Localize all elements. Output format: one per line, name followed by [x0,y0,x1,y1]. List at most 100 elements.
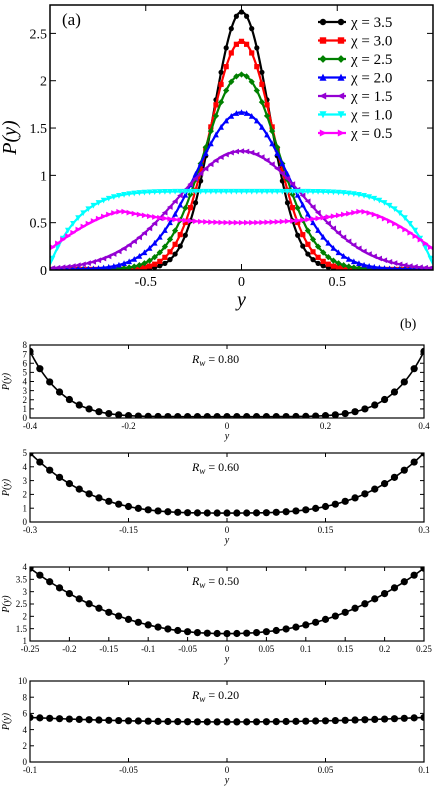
data-point [295,217,301,224]
data-point [152,214,158,220]
data-point [141,189,148,196]
data-point [243,188,250,195]
data-point [95,215,102,222]
data-point [302,506,310,514]
data-point [136,190,143,196]
data-point [244,13,250,19]
legend-entry: χ = 1.0 [318,108,392,124]
data-point [174,413,182,418]
data-point [340,234,347,241]
data-point [144,506,152,514]
data-point [269,219,276,225]
data-point [243,718,251,726]
data-point [105,253,112,260]
legend-marker [319,73,327,81]
data-point [172,251,178,257]
data-point [90,258,97,265]
data-point [30,347,34,355]
data-point [182,219,188,226]
y-tick-label: 6 [23,358,28,368]
data-point [136,211,143,218]
data-point [91,265,96,270]
data-point [284,171,291,177]
data-point [295,232,301,238]
data-point [126,258,133,265]
data-point [244,41,250,47]
data-point [289,181,296,187]
data-point [356,208,363,215]
legend-label: χ = 1.0 [350,108,392,124]
data-point [174,718,182,726]
data-point [101,213,107,220]
panel-label: (a) [62,10,81,29]
data-point [223,630,231,638]
data-point [274,219,281,225]
data-point [218,188,224,195]
data-point [331,716,339,725]
data-point [341,211,347,218]
data-point [124,502,133,511]
data-point [182,217,189,224]
data-point [292,623,300,631]
data-point [387,265,392,270]
data-point [284,200,291,206]
data-point [166,236,174,243]
data-point [253,151,260,158]
y-tick-label: 2 [23,395,28,405]
data-point [161,243,169,250]
data-point [193,509,202,517]
data-point [243,148,250,155]
y-tick-label: 7 [23,349,28,359]
data-point [252,628,261,637]
data-point [320,249,327,256]
y-tick-label: 5 [23,368,28,378]
data-point [184,413,192,418]
data-point [312,504,320,512]
data-point [299,188,306,195]
data-point [314,209,321,216]
x-tick-label: 0 [225,644,230,654]
legend-marker [319,37,327,44]
data-point [184,628,192,636]
data-point [320,258,326,264]
data-point [187,218,194,224]
data-point [115,500,123,508]
data-point [412,233,419,239]
data-point [309,236,317,243]
data-point [345,238,352,245]
data-point [212,112,220,119]
data-point [228,149,234,156]
panel-a-chart: -0.5 0 0.500.511.522.5yP(y)(a) χ = 3.5χ = 3… [0,4,434,311]
data-point [390,715,399,723]
series-line [50,210,433,251]
series-4 [50,148,433,270]
data-point [335,249,342,256]
legend-entry: χ = 2.0 [318,71,392,87]
data-point [177,243,183,249]
data-point [141,249,148,256]
data-point [86,265,91,270]
data-point [75,215,81,221]
data-point [304,198,311,205]
data-point [121,208,128,215]
data-point [134,412,142,418]
data-point [197,160,204,167]
data-point [279,170,285,177]
data-point [351,604,359,612]
data-point [259,69,265,75]
y-tick-label: 1 [23,636,28,646]
data-point [54,244,61,251]
data-point [116,208,123,215]
x-tick-label: -0.15 [99,644,118,654]
data-point [105,409,113,418]
x-tick-label: -0.5 [135,275,157,290]
y-tick-label: 3 [23,587,28,597]
data-point [417,236,424,243]
x-tick-label: -0.1 [23,765,37,775]
data-point [269,140,275,147]
series-0 [30,453,424,517]
data-point [124,717,133,725]
data-point [321,412,330,418]
data-point [233,413,241,418]
